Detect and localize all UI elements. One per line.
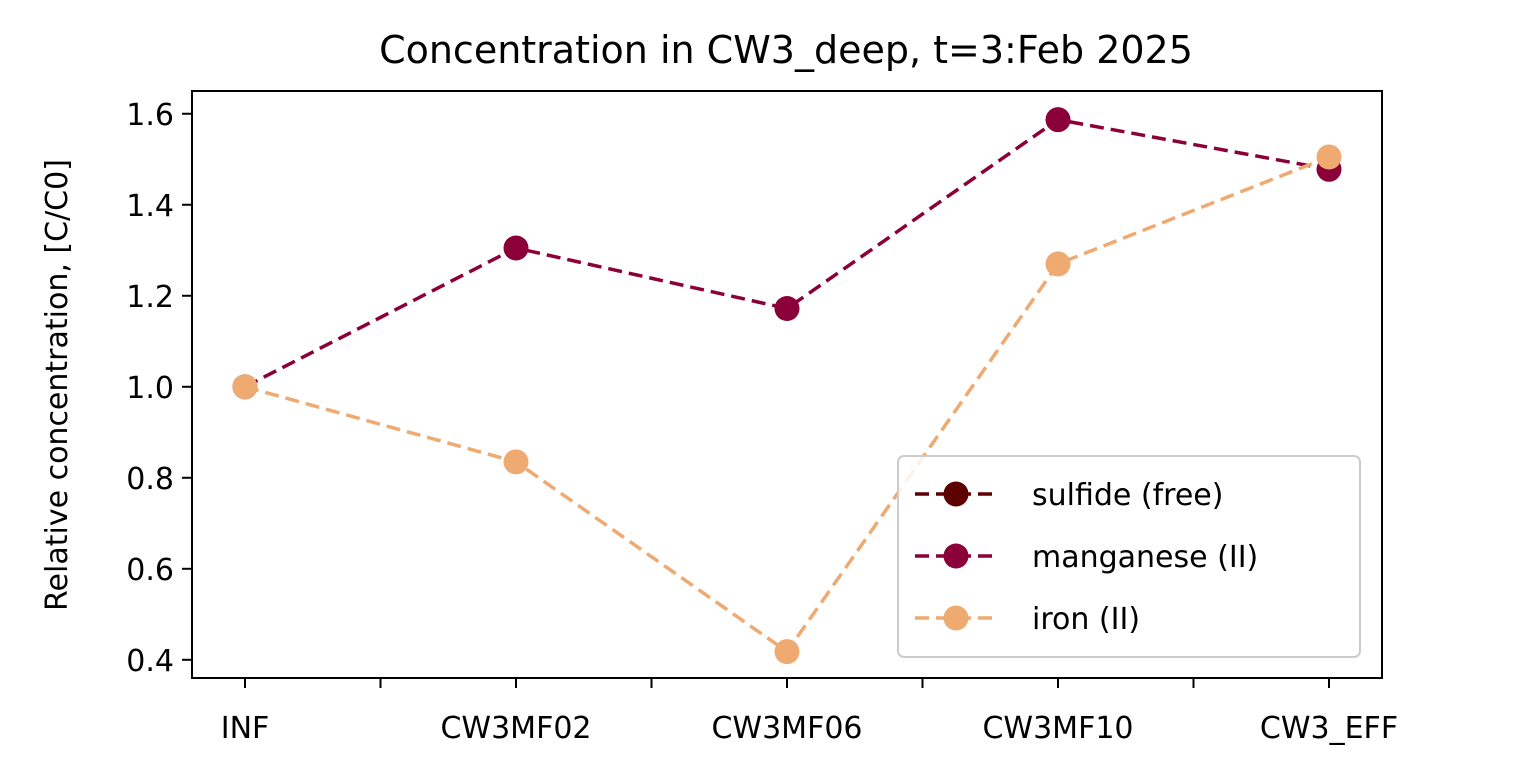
legend-label: iron (II) (1032, 602, 1140, 637)
data-point-series-2 (1045, 251, 1071, 277)
y-tick-label: 1.2 (126, 280, 174, 315)
legend-frame (897, 455, 1361, 658)
y-axis-label: Relative concentration, [C/C0] (40, 159, 75, 611)
series-line-1 (244, 117, 1330, 389)
legend-marker (943, 605, 969, 631)
x-tick-label: CW3_EFF (1260, 711, 1398, 746)
legend-marker (943, 543, 969, 569)
data-point-series-2 (774, 639, 800, 665)
y-tick-label: 1.0 (126, 371, 174, 406)
legend: sulfide (free) manganese (II) iron (II) (897, 455, 1361, 658)
y-tick-label: 0.4 (126, 644, 174, 679)
data-point-series-2 (503, 449, 529, 475)
data-point-series-1 (774, 296, 800, 322)
series-layer (232, 107, 1342, 665)
chart-title: Concentration in CW3_deep, t=3:Feb 2025 (379, 28, 1193, 72)
legend-marker (943, 481, 969, 507)
y-tick-label: 1.6 (126, 98, 174, 133)
data-point-series-2 (232, 374, 258, 400)
x-tick-label: CW3MF02 (440, 711, 591, 746)
legend-label: manganese (II) (1032, 540, 1258, 575)
x-tick-label: CW3MF06 (711, 711, 862, 746)
y-tick-label: 1.4 (126, 189, 174, 224)
x-tick-label: CW3MF10 (982, 711, 1133, 746)
x-tick-label: INF (221, 711, 270, 746)
data-point-series-1 (1045, 107, 1071, 133)
y-tick-label: 0.8 (126, 462, 174, 497)
axis-layer: 0.4 0.6 0.8 1.0 1.2 1.4 1.6 INF CW3MF02 CW3MF06 CW… (126, 98, 1398, 746)
legend-label: sulfide (free) (1032, 478, 1223, 513)
data-point-series-2 (1316, 144, 1342, 170)
y-tick-label: 0.6 (126, 553, 174, 588)
data-point-series-1 (503, 235, 529, 261)
